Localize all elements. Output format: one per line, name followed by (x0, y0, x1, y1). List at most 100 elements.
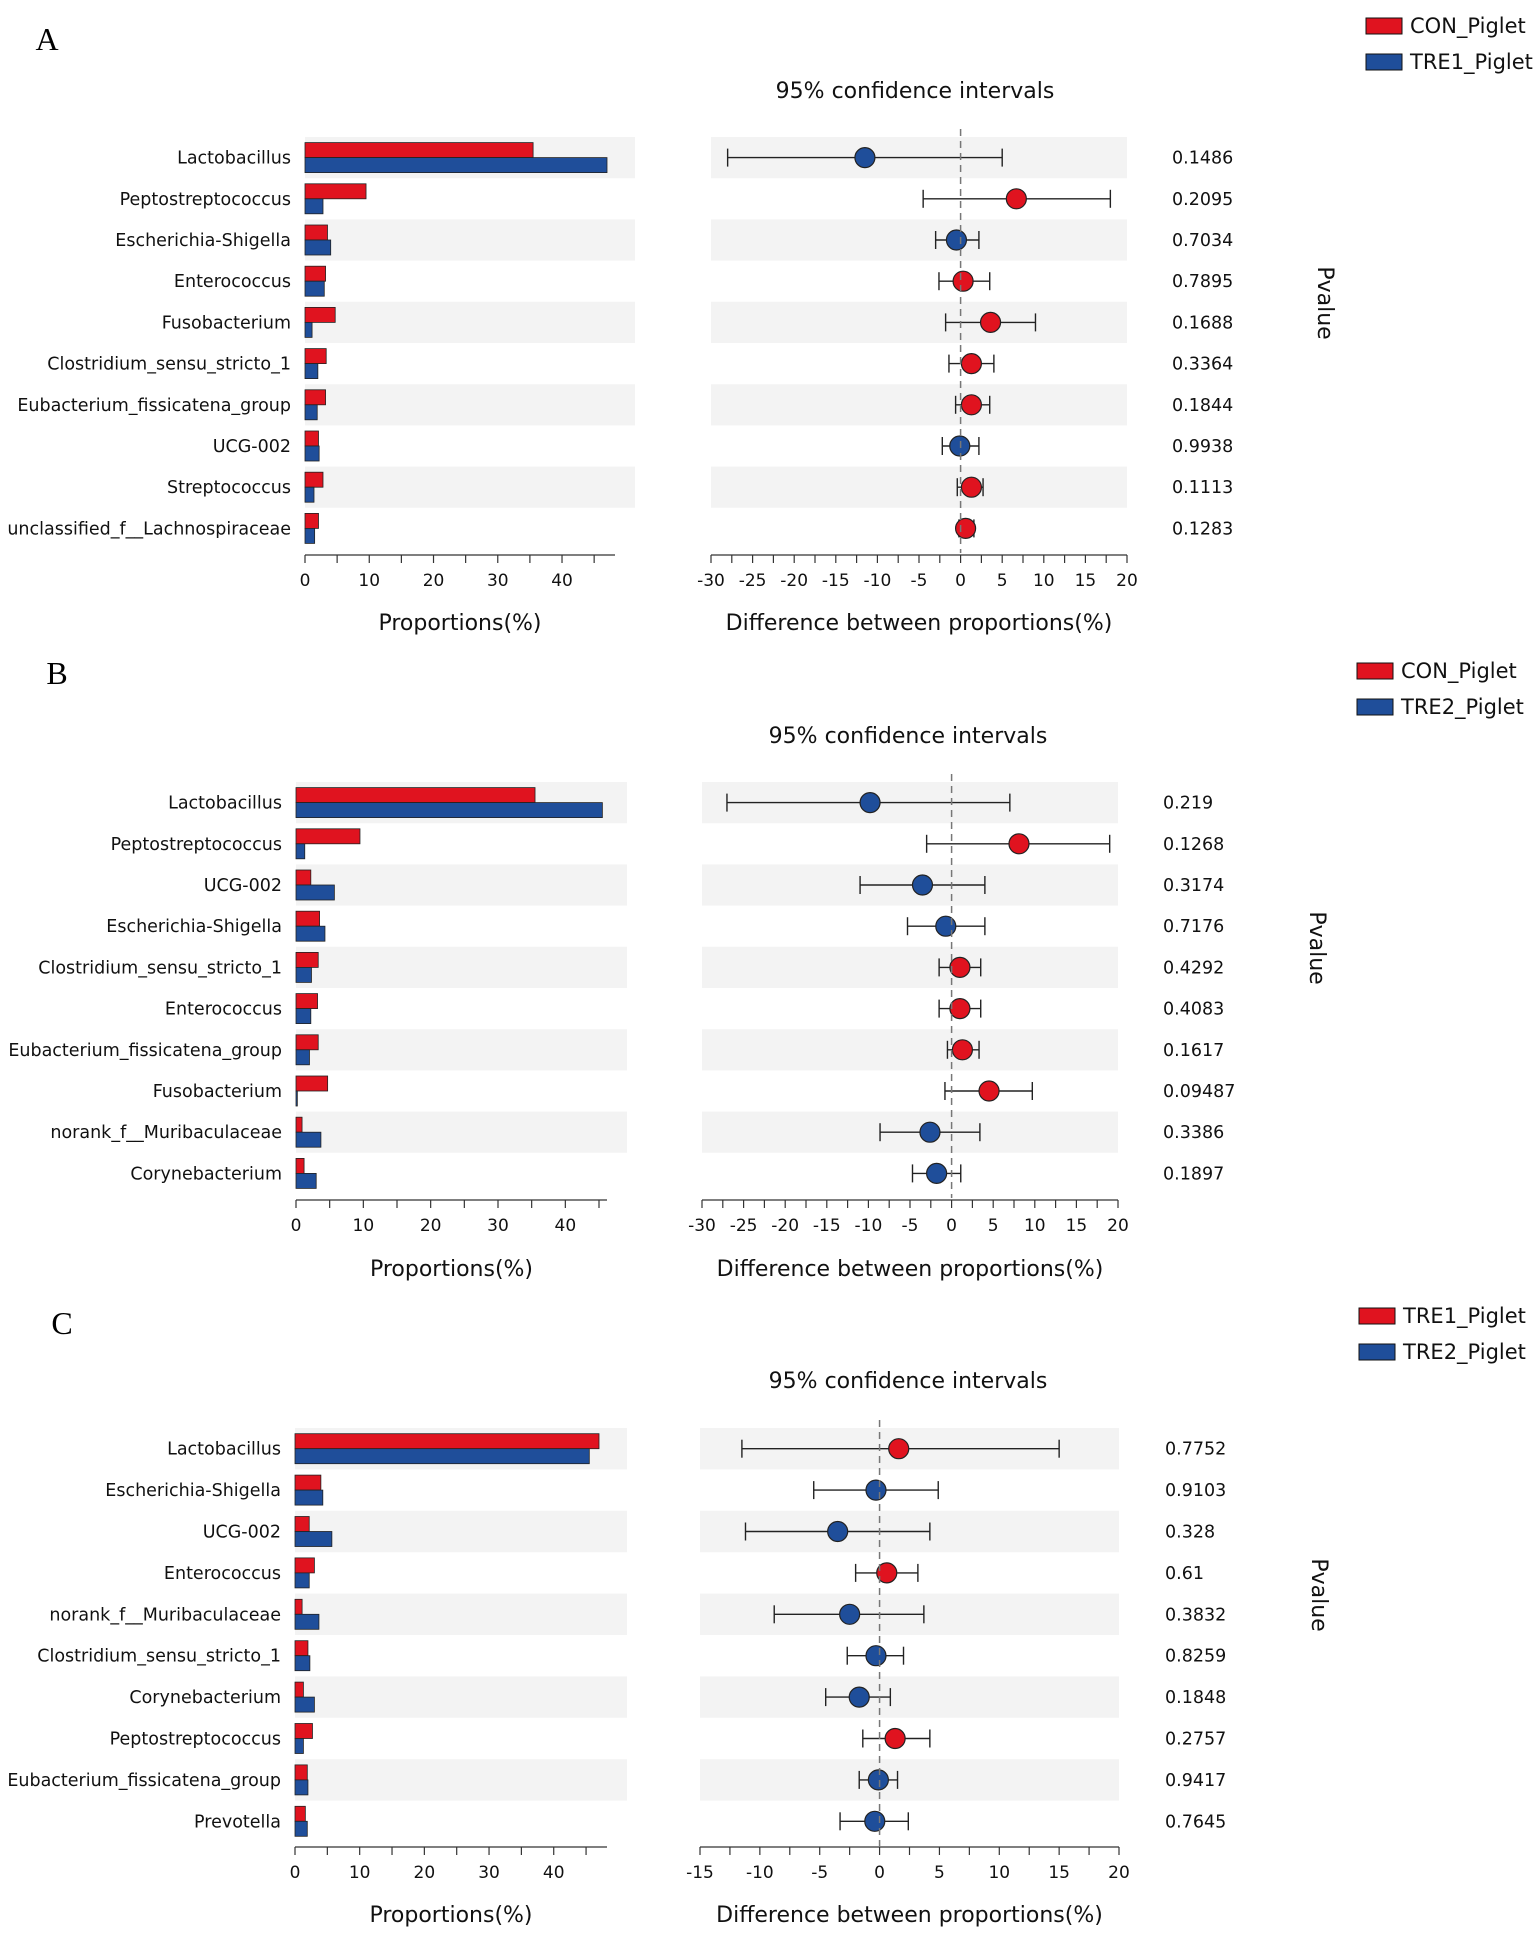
right-tick-label: 0 (874, 1863, 885, 1883)
left-tick-label: 0 (291, 1216, 302, 1236)
category-label: Lactobacillus (177, 149, 291, 169)
p-value: 0.7752 (1165, 1440, 1226, 1460)
mean-difference-point (884, 1727, 906, 1750)
bar-TRE2_Piglet (295, 884, 335, 901)
right-axis-title: Difference between proportions(%) (716, 1903, 1103, 1928)
category-label: unclassified_f__Lachnospiraceae (7, 519, 291, 539)
bar-TRE1_Piglet (304, 528, 316, 544)
p-value: 0.328 (1165, 1523, 1215, 1543)
p-value: 0.4083 (1163, 1000, 1224, 1020)
row-stripe-right (711, 301, 1127, 343)
bar-CON_Piglet (295, 1075, 329, 1092)
mean-difference-point (865, 1645, 887, 1667)
ci-title: 95% confidence intervals (776, 79, 1055, 104)
mean-difference-point (945, 229, 968, 251)
bar-TRE2_Piglet (294, 1696, 315, 1713)
left-tick-label: 40 (543, 1863, 565, 1883)
row-stripe-right (711, 384, 1127, 426)
panel-c: C TRE1_Piglet TRE2_Piglet 95% confidence in… (7, 1304, 1526, 1928)
left-tick-label: 40 (555, 1216, 577, 1236)
left-axis-title: Proportions(%) (378, 611, 541, 636)
row-stripe-left (305, 219, 635, 261)
legend-label: CON_Piglet (1401, 659, 1517, 684)
p-value: 0.3174 (1163, 876, 1224, 896)
right-tick-label: -25 (730, 1216, 758, 1236)
right-tick-label: 20 (1107, 1216, 1129, 1236)
category-label: Enterococcus (165, 1000, 282, 1020)
right-tick-label: -15 (822, 571, 850, 591)
row-stripe-right (702, 946, 1118, 988)
right-tick-label: 10 (1024, 1216, 1046, 1236)
row-stripe-left (305, 384, 635, 426)
category-label: Escherichia-Shigella (105, 1481, 281, 1501)
right-axis-title: Difference between proportions(%) (726, 611, 1113, 636)
bar-TRE1_Piglet (294, 1640, 309, 1657)
right-tick-label: -5 (811, 1863, 828, 1883)
category-label: Lactobacillus (167, 1440, 281, 1460)
row-stripe-right (700, 1676, 1119, 1718)
right-tick-label: 5 (934, 1863, 945, 1883)
p-value: 0.1113 (1172, 478, 1233, 498)
bar-TRE1_Piglet (294, 1681, 304, 1698)
mean-difference-point (954, 517, 977, 540)
bar-TRE1_Piglet (304, 404, 318, 421)
mean-difference-point (960, 394, 983, 416)
p-value: 0.3386 (1163, 1123, 1224, 1143)
bar-TRE1_Piglet (294, 1474, 322, 1491)
p-value: 0.7895 (1172, 272, 1233, 292)
right-tick-label: -20 (771, 1216, 799, 1236)
category-label: norank_f__Muribaculaceae (50, 1123, 282, 1143)
right-tick-label: -20 (780, 571, 808, 591)
category-label: Streptococcus (167, 478, 291, 498)
mean-difference-point (839, 1603, 861, 1625)
p-value: 0.61 (1165, 1564, 1204, 1584)
mean-difference-point (952, 270, 974, 292)
bar-TRE2_Piglet (294, 1489, 324, 1506)
category-label: Clostridium_sensu_stricto_1 (47, 355, 291, 375)
bar-CON_Piglet (304, 389, 326, 406)
left-tick-label: 30 (487, 571, 509, 591)
right-tick-label: -5 (911, 571, 928, 591)
left-tick-label: 30 (478, 1863, 500, 1883)
mean-difference-point (926, 1162, 948, 1185)
right-axis-title: Difference between proportions(%) (717, 1257, 1104, 1282)
bar-TRE1_Piglet (294, 1805, 306, 1822)
p-value: 0.9103 (1165, 1481, 1226, 1501)
bar-TRE1_Piglet (294, 1433, 600, 1450)
ci-title: 95% confidence intervals (769, 724, 1048, 749)
bar-TRE2_Piglet (295, 925, 326, 942)
p-value: 0.1897 (1163, 1164, 1224, 1184)
category-label: Fusobacterium (162, 313, 291, 333)
category-label: Enterococcus (174, 272, 291, 292)
p-value: 0.2095 (1172, 190, 1233, 210)
bar-TRE1_Piglet (304, 321, 313, 338)
panel-a: A CON_Piglet TRE1_Piglet 95% confidence int… (7, 14, 1533, 636)
category-label: norank_f__Muribaculaceae (49, 1605, 281, 1625)
p-value: 0.4292 (1163, 958, 1224, 978)
mean-difference-point (949, 435, 971, 457)
bar-TRE2_Piglet (295, 1131, 322, 1148)
legend-label: CON_Piglet (1410, 14, 1526, 39)
row-stripe-left (296, 1029, 627, 1071)
p-value: 0.7645 (1165, 1812, 1226, 1832)
mean-difference-point (867, 1769, 889, 1791)
category-label: Lactobacillus (168, 794, 282, 814)
left-tick-label: 10 (353, 1216, 375, 1236)
left-axis-title: Proportions(%) (369, 1903, 532, 1928)
bar-TRE2_Piglet (295, 843, 306, 860)
left-axis-title: Proportions(%) (370, 1257, 533, 1282)
mean-difference-point (1008, 833, 1030, 855)
row-stripe-left (296, 946, 627, 988)
bar-TRE2_Piglet (295, 1049, 310, 1066)
bar-CON_Piglet (304, 224, 328, 241)
bar-CON_Piglet (304, 306, 336, 323)
p-value: 0.1688 (1172, 313, 1233, 333)
right-tick-label: -5 (902, 1216, 919, 1236)
category-label: Peptostreptococcus (110, 1730, 281, 1750)
row-stripe-left (295, 1759, 627, 1801)
bar-CON_Piglet (295, 787, 536, 803)
category-label: Fusobacterium (153, 1082, 282, 1102)
right-tick-label: 15 (1048, 1863, 1070, 1883)
mean-difference-point (1005, 188, 1027, 210)
